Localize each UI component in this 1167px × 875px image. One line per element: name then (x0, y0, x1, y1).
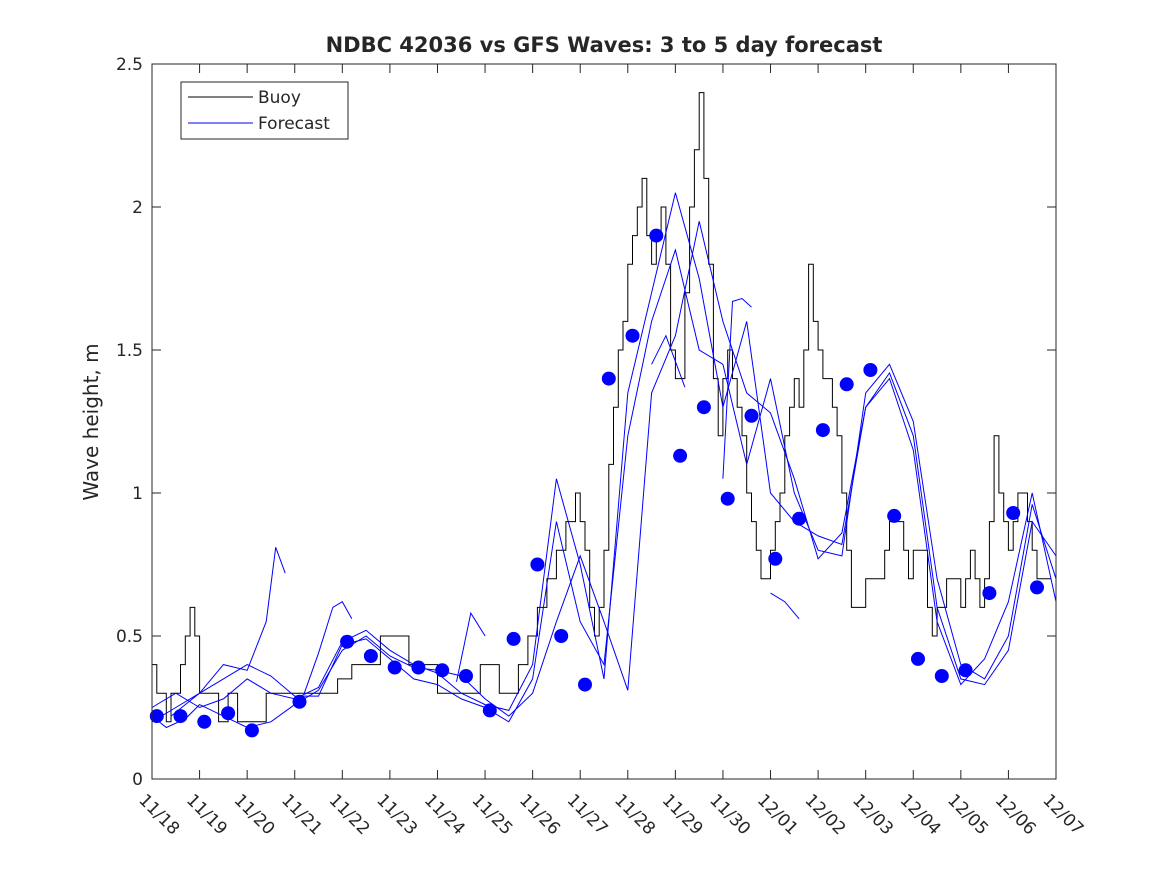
y-tick-label: 0 (132, 770, 143, 790)
forecast-point (363, 649, 378, 663)
forecast-point (720, 491, 735, 506)
forecast-point (578, 677, 592, 692)
chart-title: NDBC 42036 vs GFS Waves: 3 to 5 day fore… (326, 33, 883, 57)
forecast-point (530, 557, 545, 572)
forecast-point (768, 551, 783, 566)
forecast-series-line-5 (303, 601, 353, 694)
forecast-point (244, 723, 259, 738)
legend-box (180, 81, 349, 140)
forecast-point (625, 328, 640, 343)
forecast-point (792, 511, 807, 526)
forecast-series-line-8 (722, 297, 752, 479)
y-tick-label: 2 (132, 198, 143, 218)
y-axis-label: Wave height, m (79, 343, 103, 500)
forecast-series-line-7 (651, 334, 686, 388)
forecast-point (601, 371, 616, 386)
forecast-series-line-1 (151, 221, 1057, 729)
forecast-point (149, 709, 164, 724)
forecast-point (506, 631, 521, 646)
forecast-point (482, 703, 497, 718)
forecast-point (459, 669, 473, 683)
forecast-series-line-3 (151, 192, 1057, 711)
y-tick-label: 1 (132, 484, 143, 504)
forecast-point (863, 363, 878, 377)
forecast-point (387, 660, 402, 675)
forecast-point (292, 694, 307, 709)
forecast-point (340, 634, 355, 649)
forecast-point (1030, 580, 1044, 595)
forecast-point (197, 714, 212, 729)
forecast-point (221, 706, 236, 721)
legend: Buoy Forecast (180, 81, 349, 140)
forecast-point (911, 651, 925, 666)
forecast-point (649, 228, 664, 243)
axes-background (152, 64, 1056, 779)
forecast-point (673, 448, 688, 463)
forecast-point (815, 423, 830, 438)
forecast-series-line-9 (770, 592, 800, 620)
y-tick-label: 2.5 (116, 55, 143, 75)
forecast-point (958, 663, 973, 678)
plot-area (149, 63, 1057, 780)
forecast-point (696, 400, 711, 415)
axes-frame (151, 63, 1057, 780)
legend-buoy-label: Buoy (258, 88, 301, 108)
forecast-point (839, 377, 854, 392)
marker-layer (149, 228, 1044, 738)
forecast-point (173, 709, 188, 724)
forecast-point (744, 408, 759, 423)
forecast-point (435, 663, 450, 678)
forecast-point (554, 629, 569, 643)
forecast-point (411, 660, 426, 675)
forecast-point (982, 586, 997, 601)
forecast-point (887, 508, 902, 523)
forecast-series-line-4 (170, 547, 286, 717)
y-tick-label: 0.5 (116, 627, 143, 647)
forecast-point (934, 669, 949, 683)
forecast-series-line-6 (456, 611, 486, 682)
buoy-series-line (152, 92, 1052, 723)
forecast-point (1006, 506, 1021, 520)
y-tick-label: 1.5 (116, 341, 143, 361)
legend-forecast-label: Forecast (258, 114, 330, 134)
